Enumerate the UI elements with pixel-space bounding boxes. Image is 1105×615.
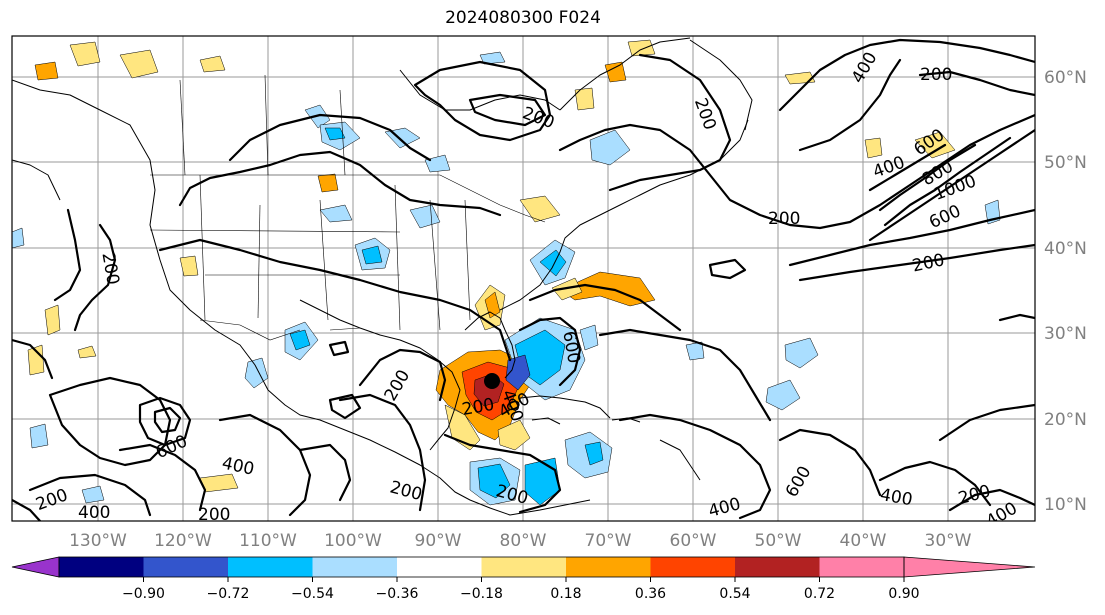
colorbar-segment: [143, 557, 228, 577]
lat-tick-label: 60°N: [1044, 68, 1087, 88]
lon-tick-label: 100°W: [324, 531, 382, 551]
colorbar-tick-label: −0.54: [291, 586, 334, 602]
contour-label: 200: [198, 505, 230, 525]
contour-label: 200: [920, 65, 952, 85]
lon-tick-label: 40°W: [840, 531, 887, 551]
colorbar-under-extension: [11, 556, 60, 578]
map-frame: [11, 35, 1036, 522]
lon-tick-label: 80°W: [500, 531, 547, 551]
colorbar-tick-label: 0.36: [635, 586, 666, 602]
colorbar-tick-label: −0.90: [122, 586, 165, 602]
colorbar-tick-label: −0.36: [376, 586, 419, 602]
storm-center-marker: [484, 373, 500, 389]
lon-tick-label: 110°W: [239, 531, 297, 551]
colorbar-tick-label: −0.18: [460, 586, 503, 602]
lon-axis: 130°W 120°W 110°W 100°W 90°W 80°W 70°W 6…: [69, 531, 972, 551]
contour-label: 400: [78, 503, 110, 523]
colorbar-tick-label: 0.54: [719, 586, 750, 602]
map-title: 2024080300 F024: [445, 8, 601, 28]
lat-tick-label: 10°N: [1044, 495, 1087, 515]
lat-tick-label: 50°N: [1044, 153, 1087, 173]
colorbar-tick-label: 0.90: [888, 586, 919, 602]
lat-tick-label: 30°N: [1044, 324, 1087, 344]
lat-axis: 60°N 50°N 40°N 30°N 20°N 10°N: [1044, 68, 1087, 515]
colorbar-segment: [59, 557, 144, 577]
contour-label: 200: [768, 209, 800, 229]
lat-tick-label: 20°N: [1044, 410, 1087, 430]
lon-tick-label: 30°W: [925, 531, 972, 551]
shaded-fields: [12, 39, 1001, 506]
colorbar-segment: [481, 557, 566, 577]
colorbar-segment: [735, 557, 820, 577]
lon-tick-label: 50°W: [755, 531, 802, 551]
colorbar-over-extension: [903, 556, 1036, 578]
lat-tick-label: 40°N: [1044, 239, 1087, 259]
colorbar-segment: [566, 557, 651, 577]
colorbar-segment: [228, 557, 313, 577]
lon-tick-label: 60°W: [670, 531, 717, 551]
colorbar-tick-label: 0.18: [550, 586, 581, 602]
colorbar-segment: [819, 557, 904, 577]
colorbar-segment: [650, 557, 735, 577]
colorbar-ticks: [143, 577, 905, 582]
colorbar-tick-label: −0.72: [207, 586, 250, 602]
lon-tick-label: 90°W: [415, 531, 462, 551]
colorbar-segment: [397, 557, 482, 577]
colorbar-segment: [312, 557, 397, 577]
lon-tick-label: 70°W: [585, 531, 632, 551]
colorbar-tick-label: 0.72: [804, 586, 835, 602]
lon-tick-label: 120°W: [154, 531, 212, 551]
map-content: 200 200 200 400 400 600 1000 800 600 200…: [12, 36, 1035, 525]
borders: [149, 74, 546, 341]
contours: [12, 38, 1035, 521]
colorbar: −0.90 −0.72 −0.54 −0.36 −0.18 0.18 0.36 …: [11, 556, 1036, 602]
lon-tick-label: 130°W: [69, 531, 127, 551]
